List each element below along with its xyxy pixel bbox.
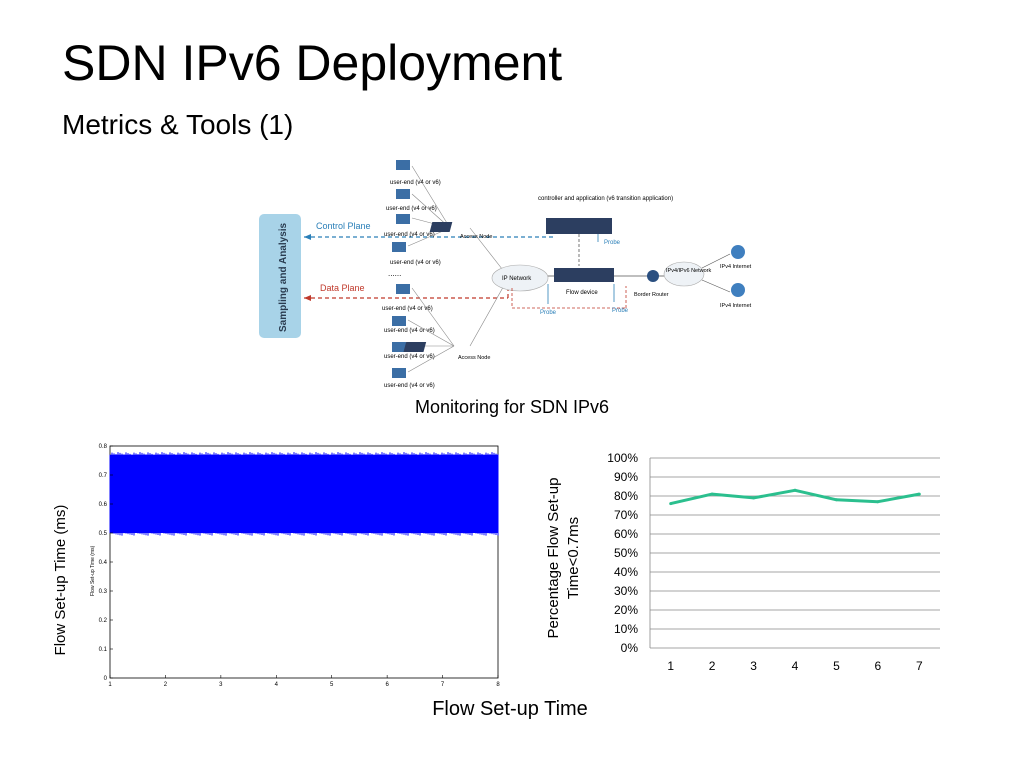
slide-title: SDN IPv6 Deployment <box>62 35 563 91</box>
probe-left-label: Probe <box>540 310 557 316</box>
user-end-label: user-end (v4 or v6) <box>384 383 435 389</box>
globe-icon <box>731 283 745 297</box>
ip-network-cloud <box>491 264 549 292</box>
sampling-label: Sampling and Analysis <box>278 222 289 332</box>
network-diagram: Sampling and Analysis Control Plane Data… <box>259 160 752 389</box>
data-point <box>834 498 838 502</box>
data-point <box>710 492 714 496</box>
y-tick-label: 90% <box>614 470 638 484</box>
data-series <box>109 452 499 536</box>
y-tick-label: 0 <box>104 676 108 682</box>
x-tick-label: 5 <box>833 659 840 673</box>
right-chart-ylabel: Percentage Flow Set-up Time<0.7ms <box>545 477 582 639</box>
y-tick-label: 60% <box>614 527 638 541</box>
globe-icon <box>731 245 745 259</box>
y-tick-label: 0.8 <box>99 444 108 450</box>
access-node-bottom-label: Access Node <box>458 355 490 361</box>
x-tick-label: 4 <box>275 682 279 688</box>
y-tick-label: 0.1 <box>99 647 108 653</box>
data-point <box>669 502 673 506</box>
access-node-top-label: Access Node <box>460 234 492 240</box>
x-tick-label: 7 <box>916 659 923 673</box>
x-tick-label: 3 <box>750 659 757 673</box>
user-end-group-top: user-end (v4 or v6) user-end (v4 or v6) … <box>384 160 441 278</box>
y-tick-label: 70% <box>614 508 638 522</box>
inner-ylabel: Flow Set-up Time (ms) <box>90 545 96 596</box>
flow-device-icon <box>554 268 614 282</box>
ipv4-ipv6-network-label: IPv4/IPv6 Network <box>666 268 711 274</box>
y-tick-label: 20% <box>614 603 638 617</box>
x-tick-label: 1 <box>108 682 112 688</box>
y-tick-label: 40% <box>614 565 638 579</box>
x-tick-label: 6 <box>385 682 389 688</box>
x-tick-label: 6 <box>875 659 882 673</box>
ip-network-label: IP Network <box>502 276 532 282</box>
controller-label: controller and application (v6 transitio… <box>538 196 673 202</box>
user-end-label: user-end (v4 or v6) <box>390 260 441 266</box>
y-tick-label: 0.3 <box>99 589 108 595</box>
y-tick-label: 100% <box>607 451 638 465</box>
access-node-top-icon <box>429 222 453 232</box>
border-router-label: Border Router <box>634 292 669 298</box>
x-tick-label: 8 <box>496 682 500 688</box>
x-tick-label: 1 <box>667 659 674 673</box>
laptop-icon <box>396 189 410 199</box>
user-end-label: user-end (v4 or v6) <box>384 328 435 334</box>
sampling-box <box>259 214 301 338</box>
laptop-icon <box>396 214 410 224</box>
data-plane-label: Data Plane <box>320 283 365 293</box>
flow-device-label: Flow device <box>566 290 598 296</box>
x-tick-label: 7 <box>441 682 445 688</box>
flow-setup-time-chart: 0 0.1 0.2 0.3 0.4 0.5 0.6 0.7 0.8 1 2 3 4 5 6 7 8 Flow Se… <box>90 444 500 688</box>
user-end-label: user-end (v4 or v6) <box>390 180 441 186</box>
svg-text:......: ...... <box>388 269 401 278</box>
y-tick-label: 30% <box>614 584 638 598</box>
laptop-icon <box>392 368 406 378</box>
y-tick-label: 0% <box>621 641 639 655</box>
laptop-icon <box>396 284 410 294</box>
probe-right-label: Probe <box>612 308 629 314</box>
user-end-label: user-end (v4 or v6) <box>384 232 435 238</box>
x-tick-label: 2 <box>164 682 168 688</box>
y-tick-label: 80% <box>614 489 638 503</box>
x-tick-label: 2 <box>709 659 716 673</box>
left-chart-ylabel: Flow Set-up Time (ms) <box>52 504 69 656</box>
bottom-caption: Flow Set-up Time <box>432 698 588 720</box>
ipv4-internet-1-label: IPv4 Internet <box>720 264 752 270</box>
access-node-bottom-icon <box>403 342 427 352</box>
border-router-icon <box>647 270 659 282</box>
y-tick-label: 50% <box>614 546 638 560</box>
data-point <box>752 496 756 500</box>
percentage-chart: 0% 10% 20% 30% 40% 50% 60% 70% 80% 90% 100% 1 2 3 4 5 6 7 <box>607 451 940 673</box>
x-tick-label: 4 <box>792 659 799 673</box>
x-tick-label: 3 <box>219 682 223 688</box>
data-point <box>876 500 880 504</box>
laptop-icon <box>392 316 406 326</box>
user-end-group-bottom: user-end (v4 or v6) user-end (v4 or v6) … <box>382 284 435 389</box>
y-tick-label: 0.4 <box>99 560 108 566</box>
ipv4-internet-2-label: IPv4 Internet <box>720 303 752 309</box>
data-point <box>793 488 797 492</box>
user-end-label: user-end (v4 or v6) <box>382 306 433 312</box>
controller-device-icon <box>546 218 612 234</box>
y-tick-label: 10% <box>614 622 638 636</box>
diagram-caption: Monitoring for SDN IPv6 <box>414 397 610 417</box>
y-tick-label: 0.6 <box>99 502 108 508</box>
slide-subtitle: Metrics & Tools (1) <box>62 109 294 140</box>
ipv4-ipv6-network-cloud <box>663 261 705 287</box>
control-plane-label: Control Plane <box>316 221 371 231</box>
probe-controller-label: Probe <box>604 240 621 246</box>
y-tick-label: 0.2 <box>99 618 108 624</box>
laptop-icon <box>396 160 410 170</box>
user-end-label: user-end (v4 or v6) <box>384 354 435 360</box>
y-tick-label: 0.5 <box>99 531 108 537</box>
y-tick-label: 0.7 <box>99 473 108 479</box>
data-point <box>917 492 921 496</box>
user-end-label: user-end (v4 or v6) <box>386 206 437 212</box>
series-line <box>670 488 920 506</box>
x-tick-label: 5 <box>330 682 334 688</box>
laptop-icon <box>392 242 406 252</box>
laptop-icon <box>392 342 406 352</box>
